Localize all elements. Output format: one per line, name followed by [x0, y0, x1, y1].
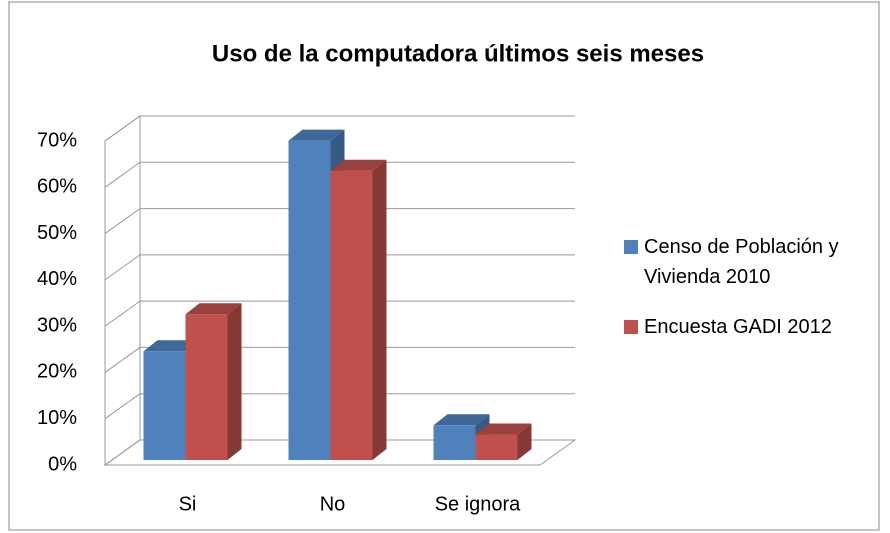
- legend-label: Censo de Población y Vivienda 2010: [644, 236, 839, 288]
- grid-line: [104, 208, 575, 234]
- bar: [330, 170, 373, 460]
- legend-swatch: [624, 240, 638, 254]
- grid-line: [104, 346, 575, 373]
- bar-side: [372, 159, 387, 460]
- legend-label: Encuesta GADI 2012: [644, 316, 832, 338]
- grid-line: [104, 393, 575, 420]
- bar: [288, 140, 331, 460]
- y-tick-label: 20%: [37, 361, 77, 383]
- x-tick-label: Si: [179, 493, 197, 515]
- grid-line: [104, 254, 575, 281]
- back-wall: [104, 115, 141, 466]
- legend-swatch: [624, 320, 638, 334]
- x-tick-label: No: [320, 493, 346, 515]
- y-tick-label: 70%: [37, 129, 77, 151]
- legend-item: Encuesta GADI 2012: [624, 312, 884, 342]
- bar-top: [185, 303, 242, 315]
- y-tick-label: 0%: [48, 453, 77, 475]
- legend-item: Censo de Población y Vivienda 2010: [624, 232, 884, 292]
- bar: [143, 351, 186, 460]
- y-tick-label: 30%: [37, 314, 77, 336]
- grid-line: [104, 161, 575, 188]
- y-tick-label: 10%: [37, 407, 77, 429]
- bar: [433, 425, 476, 460]
- y-tick-label: 50%: [37, 222, 77, 244]
- bar-top: [475, 423, 532, 435]
- bar-top: [330, 159, 387, 171]
- bar-side: [517, 423, 532, 460]
- bar-top: [433, 414, 490, 426]
- grid-line: [104, 115, 575, 142]
- bar-side: [227, 303, 242, 460]
- x-tick-label: Se ignora: [435, 493, 521, 515]
- bar: [185, 314, 228, 460]
- bar-top: [288, 129, 345, 141]
- bar: [475, 434, 518, 460]
- grid-line: [104, 439, 575, 466]
- y-tick-label: 60%: [37, 176, 77, 198]
- grid-line: [104, 300, 575, 327]
- y-tick-label: 40%: [37, 268, 77, 290]
- chart-title: Uso de la computadora últimos seis meses: [212, 40, 704, 67]
